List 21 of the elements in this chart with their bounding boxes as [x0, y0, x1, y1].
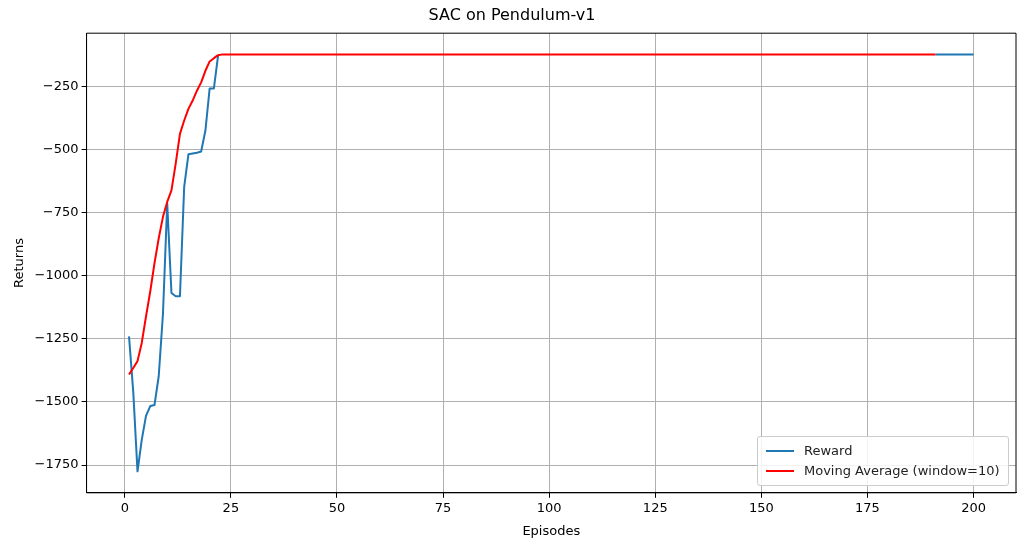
y-tick-label: −1750	[34, 456, 79, 472]
x-tick-label: 100	[536, 499, 562, 515]
x-tick-label: 175	[855, 499, 880, 515]
x-tick-label: 200	[961, 499, 986, 515]
x-tick-label: 0	[120, 499, 129, 515]
y-tick-label: −1000	[34, 267, 79, 283]
x-tick-label: 125	[642, 499, 668, 515]
legend-label: Reward	[804, 443, 853, 459]
x-tick-label: 50	[328, 499, 346, 515]
x-axis-title: Episodes	[522, 522, 581, 538]
y-axis-title: Returns	[11, 237, 27, 288]
x-tick-label: 150	[748, 499, 774, 515]
x-tick-label: 25	[222, 499, 240, 515]
y-tick-label: −750	[42, 204, 79, 220]
y-tick-label: −250	[42, 78, 79, 94]
x-tick-label: 75	[434, 499, 452, 515]
y-tick-label: −1500	[34, 393, 79, 409]
legend-label: Moving Average (window=10)	[804, 463, 1000, 479]
y-tick-label: −500	[42, 141, 79, 157]
chart-title: SAC on Pendulum-v1	[428, 4, 596, 24]
y-tick-label: −1250	[34, 330, 79, 346]
